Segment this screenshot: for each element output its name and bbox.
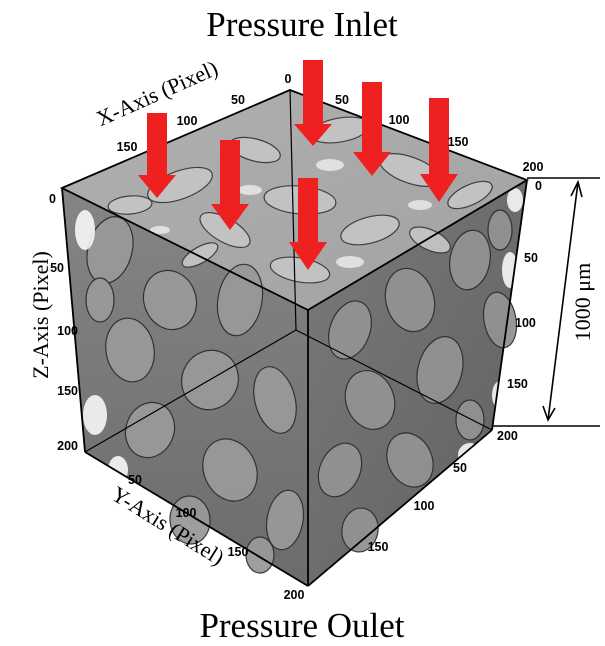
edge-hidden-right <box>295 329 493 431</box>
x-axis-ticks: 0 50 100 150 <box>117 72 292 154</box>
tick-label: 100 <box>414 499 435 513</box>
tick-label: 100 <box>177 114 198 128</box>
edge-right-vertical <box>491 179 528 431</box>
tick-label: 50 <box>524 251 538 265</box>
z-axis-ticks: 0 50 100 150 200 <box>49 192 78 453</box>
tick-label: 150 <box>57 384 78 398</box>
edge-hidden-vertical <box>289 89 297 331</box>
edge-hidden-left <box>84 329 297 453</box>
tick-label: 200 <box>284 588 305 602</box>
tick-label: 100 <box>515 316 536 330</box>
tick-label: 200 <box>57 439 78 453</box>
tick-label: 150 <box>228 545 249 559</box>
tick-label: 0 <box>535 179 542 193</box>
bottom-right-edge-ticks: 50 100 150 <box>368 461 467 554</box>
tick-label: 50 <box>453 461 467 475</box>
tick-label: 150 <box>117 140 138 154</box>
right-vertical-ticks: 0 50 100 150 200 <box>497 179 542 443</box>
tick-label: 0 <box>49 192 56 206</box>
edge-left-vertical <box>61 187 86 453</box>
tick-label: 200 <box>497 429 518 443</box>
tick-label: 200 <box>523 160 544 174</box>
dimension-bracket <box>492 177 600 427</box>
edge-bottom-left <box>84 451 309 587</box>
pressure-outlet-title: Pressure Oulet <box>199 606 404 645</box>
inlet-arrow <box>289 178 327 270</box>
tick-label: 50 <box>128 473 142 487</box>
tick-label: 150 <box>507 377 528 391</box>
inlet-arrow <box>211 140 249 230</box>
pressure-inlet-title: Pressure Inlet <box>206 5 398 44</box>
z-axis-label: Z-Axis (Pixel) <box>28 251 53 379</box>
tick-label: 50 <box>50 261 64 275</box>
y-axis-ticks: 50 100 150 200 <box>128 473 304 602</box>
tick-label: 150 <box>368 540 389 554</box>
tick-label: 100 <box>176 506 197 520</box>
top-right-edge-ticks: 50 100 150 200 <box>335 93 543 174</box>
tick-label: 150 <box>448 135 469 149</box>
dimension-label: 1000 μm <box>570 263 595 341</box>
inlet-arrow <box>294 60 332 146</box>
inlet-arrow <box>353 82 391 176</box>
cube-edges <box>59 89 530 587</box>
inlet-arrow <box>420 98 458 202</box>
inlet-arrows <box>138 60 458 270</box>
tick-label: 100 <box>57 324 78 338</box>
inlet-arrow <box>138 113 176 198</box>
tick-label: 50 <box>231 93 245 107</box>
tick-label: 50 <box>335 93 349 107</box>
tick-label: 100 <box>389 113 410 127</box>
edge-bottom-right <box>307 429 493 587</box>
tick-label: 0 <box>285 72 292 86</box>
